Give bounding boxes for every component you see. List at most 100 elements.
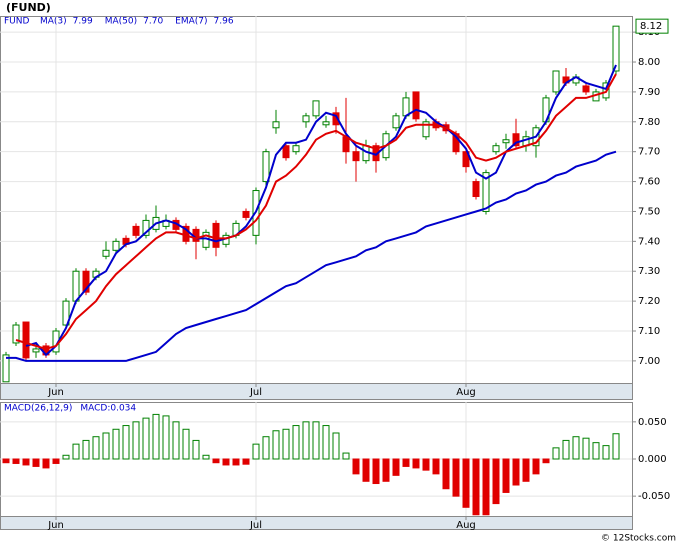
candle-body xyxy=(352,151,360,162)
candle-body xyxy=(492,145,500,153)
macd-bar xyxy=(182,428,190,460)
candle-body xyxy=(402,97,410,117)
macd-bar xyxy=(12,458,20,464)
macd-bar xyxy=(22,458,30,466)
candle-body xyxy=(392,115,400,129)
indicator-name: MACD(26,12,9) xyxy=(4,404,72,414)
candle-body xyxy=(242,210,250,218)
candle-body xyxy=(82,270,90,293)
macd-bar xyxy=(332,432,340,460)
chart-title: (FUND) xyxy=(6,1,51,14)
x-axis-band xyxy=(0,516,633,530)
macd-bar xyxy=(312,421,320,460)
indicator-line xyxy=(6,150,617,362)
macd-bar xyxy=(292,425,300,460)
macd-bar xyxy=(392,458,400,476)
legend-symbol: FUND xyxy=(4,17,29,27)
last-price-label: 8.12 xyxy=(640,21,662,32)
x-tick-label: Jul xyxy=(249,387,262,398)
y-tick-label: 8.00 xyxy=(638,57,660,68)
macd-bar xyxy=(202,454,210,460)
candle-body xyxy=(72,270,80,302)
macd-bar xyxy=(32,458,40,467)
y-tick-label: 7.10 xyxy=(638,326,660,337)
plot-area xyxy=(0,16,633,384)
candle-body xyxy=(422,121,430,138)
x-tick-label: Jun xyxy=(47,387,64,398)
macd-bar xyxy=(232,458,240,466)
macd-bar xyxy=(302,421,310,460)
candle-body xyxy=(302,115,310,123)
macd-bar xyxy=(542,458,550,464)
candle-body xyxy=(332,112,340,126)
macd-bar xyxy=(412,458,420,469)
macd-bar xyxy=(402,458,410,467)
macd-bar xyxy=(322,425,330,460)
candle-body xyxy=(512,133,520,147)
macd-bar xyxy=(52,458,60,464)
x-tick-label: Aug xyxy=(456,520,476,531)
macd-bar xyxy=(2,458,10,464)
macd-bar xyxy=(422,458,430,471)
y-tick-label: 7.70 xyxy=(638,147,660,158)
candle-body xyxy=(142,219,150,236)
candle-body xyxy=(282,145,290,159)
macd-bar xyxy=(612,433,620,460)
indicator-line xyxy=(15,73,617,350)
macd-bar xyxy=(82,439,90,460)
y-tick-label: 7.00 xyxy=(638,356,660,367)
candle-body xyxy=(12,324,20,344)
macd-bar xyxy=(72,443,80,460)
y-tick-label: 7.50 xyxy=(638,206,660,217)
macd-bar xyxy=(132,421,140,460)
y-tick-label: 0.050 xyxy=(638,417,667,428)
candle-body xyxy=(412,91,420,120)
macd-bar xyxy=(172,421,180,460)
x-tick-label: Jun xyxy=(47,520,64,531)
x-axis-band xyxy=(0,383,633,400)
candle-body xyxy=(552,70,560,93)
candle-body xyxy=(322,121,330,126)
candle-body xyxy=(32,348,40,353)
macd-bar xyxy=(482,458,490,516)
legend-value: 7.96 xyxy=(214,17,234,27)
candle-body xyxy=(62,300,70,326)
macd-bar xyxy=(142,417,150,460)
macd-bar xyxy=(222,458,230,466)
macd-bar xyxy=(502,458,510,493)
candle-body xyxy=(212,222,220,248)
y-tick-label: 7.90 xyxy=(638,87,660,98)
macd-bar xyxy=(112,428,120,460)
macd-bar xyxy=(252,443,260,460)
y-tick-label: 7.30 xyxy=(638,266,660,277)
macd-bar xyxy=(432,458,440,475)
y-tick-label: 0.000 xyxy=(638,454,667,465)
macd-bar xyxy=(472,458,480,516)
candle-body xyxy=(262,151,270,183)
macd-bar xyxy=(372,458,380,485)
legend-name: MA(50) xyxy=(105,17,137,27)
macd-bar xyxy=(442,458,450,490)
candle-body xyxy=(272,121,280,129)
legend-name: EMA(7) xyxy=(175,17,207,27)
legend-value: 7.99 xyxy=(73,17,93,27)
macd-bar xyxy=(42,458,50,469)
candle-body xyxy=(612,25,620,72)
macd-bar xyxy=(102,432,110,460)
candle-body xyxy=(292,145,300,153)
macd-bar xyxy=(342,452,350,460)
candle-body xyxy=(312,100,320,117)
legend-value: 7.70 xyxy=(143,17,163,27)
macd-bar xyxy=(352,458,360,475)
indicator-line xyxy=(25,64,617,357)
macd-bar xyxy=(532,458,540,475)
y-tick-label: 7.60 xyxy=(638,177,660,188)
macd-bar xyxy=(362,458,370,482)
y-tick-label: 7.40 xyxy=(638,236,660,247)
macd-bar xyxy=(272,430,280,460)
candle-body xyxy=(472,181,480,198)
macd-bar xyxy=(122,425,130,460)
y-tick-label: -0.050 xyxy=(638,491,670,502)
macd-bar xyxy=(522,458,530,482)
